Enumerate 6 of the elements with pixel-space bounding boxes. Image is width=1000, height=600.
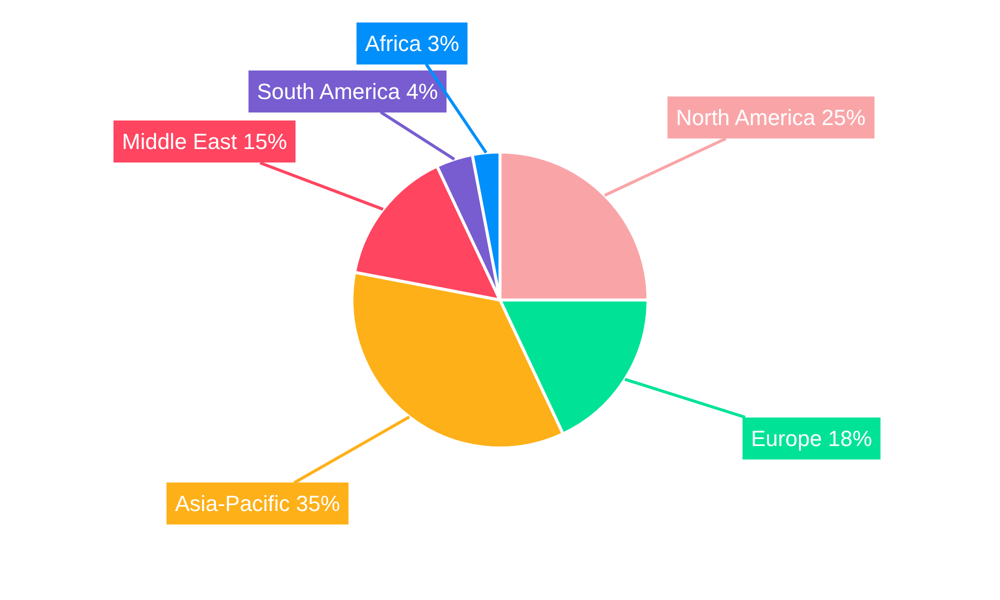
- slice-label: South America 4%: [257, 79, 438, 104]
- slice-label: Middle East 15%: [122, 129, 288, 154]
- slice-label: Africa 3%: [365, 31, 460, 56]
- slice-label: Asia-Pacific 35%: [175, 491, 340, 516]
- slice-label: North America 25%: [676, 105, 866, 130]
- slice-label: Europe 18%: [751, 426, 872, 451]
